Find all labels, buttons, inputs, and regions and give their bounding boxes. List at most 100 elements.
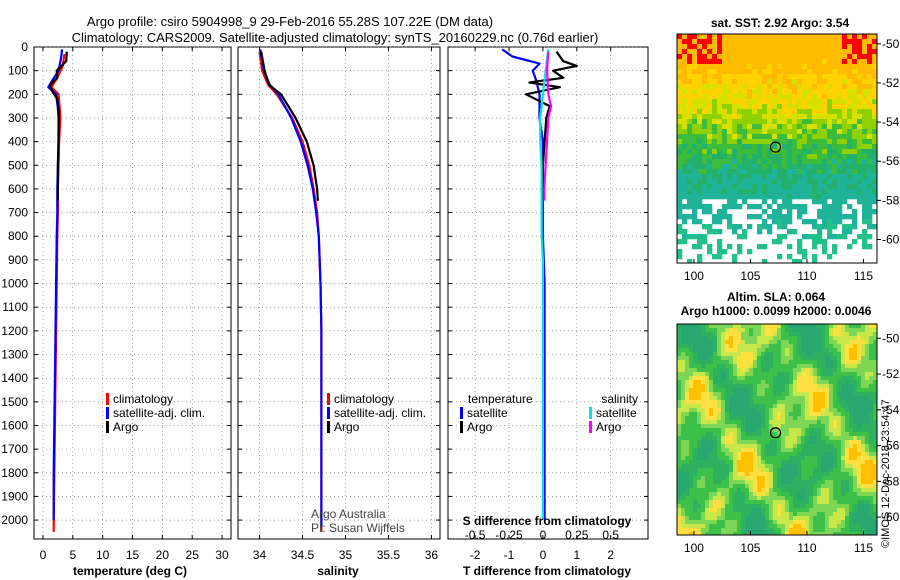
sst_map-cell — [867, 124, 873, 130]
sla_map-cell — [753, 500, 758, 505]
sst_map-cell — [857, 129, 863, 135]
sla_map-cell — [717, 372, 722, 377]
sla_map-cell — [729, 348, 734, 353]
sla_map-cell — [797, 448, 802, 453]
sla_map-cell — [725, 456, 730, 461]
sla_map-cell — [817, 356, 822, 361]
sst_map-cell — [827, 39, 833, 45]
sla_map-cell — [713, 372, 718, 377]
sla_map-cell — [817, 372, 822, 377]
sst_map-cell — [757, 114, 763, 120]
sst_map-cell — [802, 189, 808, 195]
sla_map-cell — [805, 496, 810, 501]
sla_map-cell — [729, 356, 734, 361]
sla_map-cell — [837, 428, 842, 433]
sla_map-cell — [845, 468, 850, 473]
sla_map-cell — [721, 368, 726, 373]
sla_map-cell — [861, 504, 866, 509]
sla_map-cell — [869, 520, 874, 525]
sst_map-cell — [802, 194, 808, 200]
sst_map-cell — [767, 184, 773, 190]
sla_map-cell — [857, 428, 862, 433]
sst_map-cell — [752, 169, 758, 175]
sla_map-cell — [733, 388, 738, 393]
sla_map-cell — [677, 468, 682, 473]
sla_map-cell — [745, 472, 750, 477]
sla_map-cell — [853, 396, 858, 401]
map-lat-label: -54 — [882, 403, 900, 417]
sla_map-cell — [785, 380, 790, 385]
sst_map-cell — [717, 44, 723, 50]
sst_map-cell — [687, 199, 693, 205]
sla_map-cell — [845, 384, 850, 389]
sla_map-cell — [793, 464, 798, 469]
sla_map-cell — [833, 388, 838, 393]
sla_map-cell — [809, 516, 814, 521]
sla_map-cell — [849, 416, 854, 421]
sla_map-cell — [765, 396, 770, 401]
sla_map-cell — [797, 360, 802, 365]
sla_map-cell — [721, 472, 726, 477]
sla_map-cell — [737, 464, 742, 469]
sst_map-cell — [797, 184, 803, 190]
sst_map-cell — [687, 54, 693, 60]
sst_map-cell — [772, 94, 778, 100]
sla_map-cell — [729, 464, 734, 469]
sst_map-cell — [747, 224, 753, 230]
sla_map-cell — [825, 400, 830, 405]
sst_map-cell — [712, 179, 718, 185]
map-lon-label: 105 — [740, 541, 760, 555]
sla_map-cell — [813, 528, 818, 533]
sla_map-cell — [693, 516, 698, 521]
sst_map-cell — [777, 219, 783, 225]
depth-tick-label: 1400 — [1, 371, 28, 385]
sla_map-cell — [677, 324, 682, 329]
sla_map-cell — [757, 448, 762, 453]
sst_map-cell — [677, 134, 683, 140]
sst_map-cell — [852, 44, 858, 50]
sla_map-cell — [801, 452, 806, 457]
sla_map-cell — [733, 516, 738, 521]
sla_map-cell — [721, 532, 726, 535]
sst_map-cell — [737, 89, 743, 95]
sst_map-cell — [787, 174, 793, 180]
sla_map-cell — [853, 392, 858, 397]
sla_map-cell — [705, 444, 710, 449]
sla_map-cell — [817, 428, 822, 433]
sla_map-cell — [681, 496, 686, 501]
sla_map-cell — [685, 368, 690, 373]
sla_map-cell — [717, 452, 722, 457]
sla_map-cell — [813, 512, 818, 517]
sla_map-cell — [873, 508, 877, 513]
sla_map-cell — [777, 476, 782, 481]
sst_map-cell — [752, 64, 758, 70]
sst_map-cell — [807, 79, 813, 85]
sst_map-cell — [707, 164, 713, 170]
sla_map-cell — [749, 376, 754, 381]
sla_map-cell — [809, 456, 814, 461]
sla_map-cell — [729, 436, 734, 441]
sst_map-cell — [732, 259, 738, 263]
sla_map-cell — [737, 480, 742, 485]
sla_map-cell — [793, 468, 798, 473]
sst_map-cell — [732, 154, 738, 160]
sla_map-cell — [857, 396, 862, 401]
sla_map-cell — [801, 324, 806, 329]
sla_map-cell — [713, 460, 718, 465]
sla_map-cell — [745, 468, 750, 473]
sst_map-cell — [832, 34, 838, 40]
sla_map-cell — [849, 364, 854, 369]
sla_map-cell — [701, 340, 706, 345]
sla_map-cell — [689, 480, 694, 485]
sla_map-cell — [865, 324, 870, 329]
sst_map-cell — [687, 89, 693, 95]
sst_map-cell — [707, 64, 713, 70]
sla_map-cell — [797, 384, 802, 389]
depth-tick-label: 1900 — [1, 489, 28, 503]
sla_map-cell — [701, 364, 706, 369]
sla_map-cell — [813, 360, 818, 365]
sla_map-cell — [857, 436, 862, 441]
sla_map-cell — [821, 504, 826, 509]
sla_map-cell — [865, 376, 870, 381]
sla_map-cell — [777, 364, 782, 369]
